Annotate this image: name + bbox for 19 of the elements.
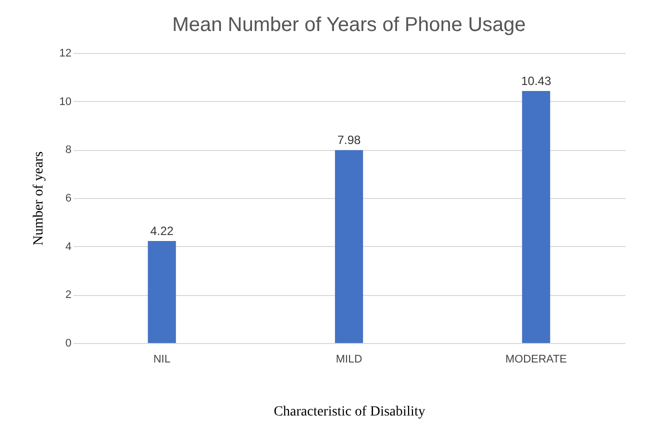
y-tick-label: 12 [59, 48, 72, 60]
bar [148, 241, 176, 343]
chart-title: Mean Number of Years of Phone Usage [172, 14, 526, 36]
bar [522, 90, 550, 343]
x-axis-title: Characteristic of Disability [274, 404, 426, 420]
x-tick-label: NIL [153, 354, 170, 366]
y-tick-label: 8 [65, 144, 72, 156]
y-axis-title: Number of years [31, 151, 46, 246]
x-tick-label: MODERATE [505, 354, 567, 366]
data-label: 10.43 [521, 74, 552, 88]
data-label: 7.98 [337, 133, 361, 148]
y-tick-label: 10 [59, 96, 72, 108]
bar [334, 150, 364, 343]
x-tick-label: MILD [336, 354, 362, 366]
y-tick-label: 2 [65, 289, 72, 302]
data-label: 4.22 [150, 224, 174, 238]
y-tick-label: 0 [65, 338, 72, 350]
y-tick-label: 4 [65, 240, 72, 253]
y-tick-label: 6 [65, 192, 72, 204]
